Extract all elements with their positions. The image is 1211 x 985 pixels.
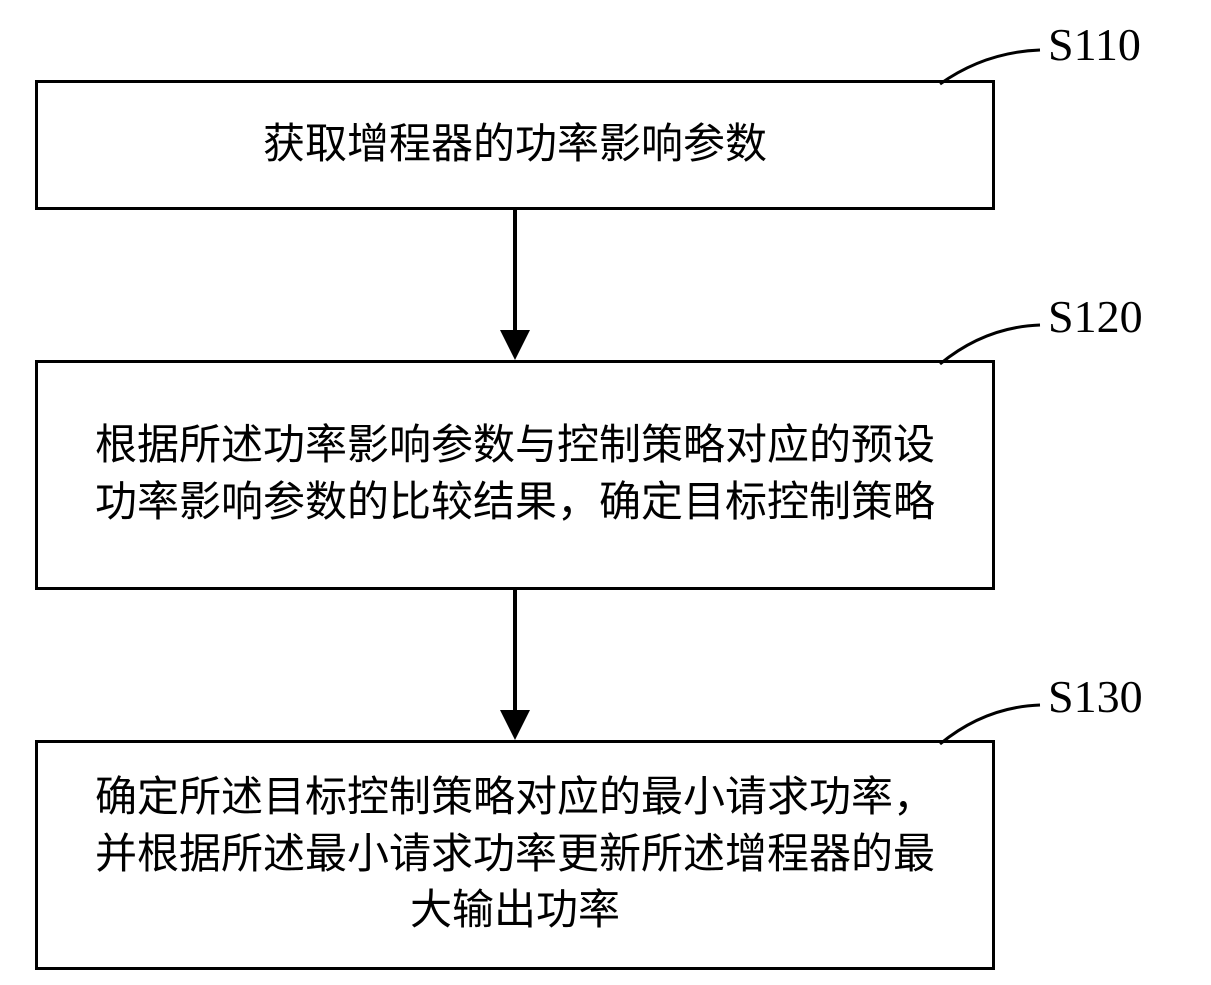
arrow-s120-s130 bbox=[0, 0, 1211, 985]
flowchart-canvas: 获取增程器的功率影响参数 根据所述功率影响参数与控制策略对应的预设功率影响参数的… bbox=[0, 0, 1211, 985]
